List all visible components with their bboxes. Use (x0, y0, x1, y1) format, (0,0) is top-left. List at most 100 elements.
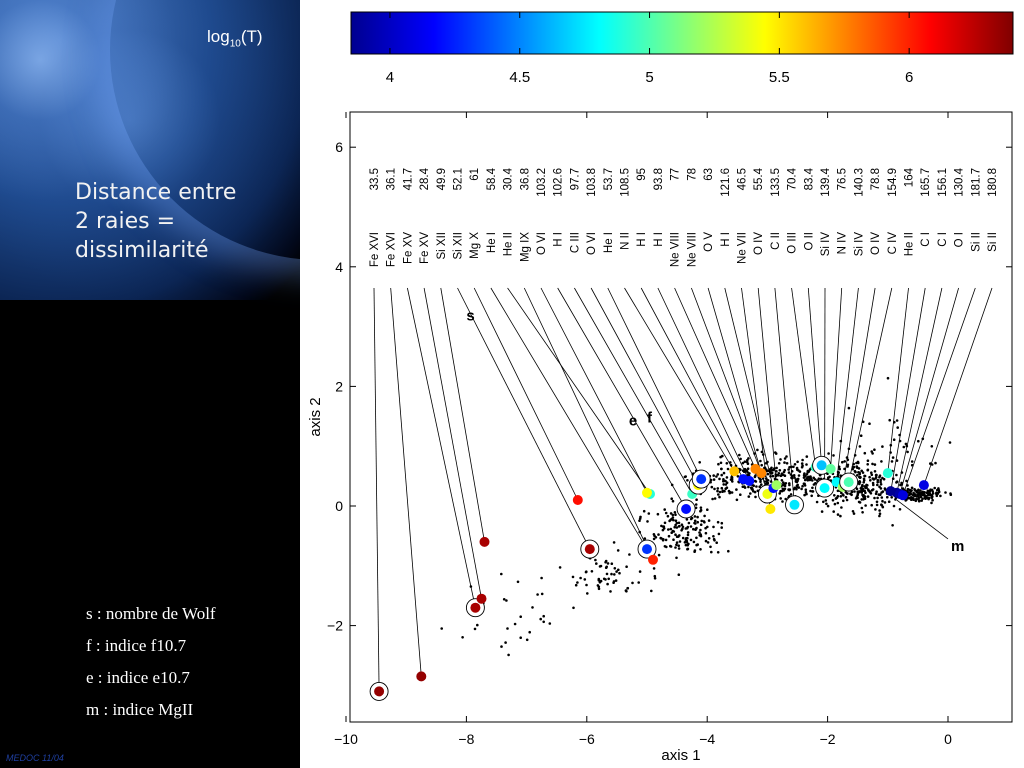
scatter-point (730, 476, 734, 479)
wavelength-label: 33.5 (369, 168, 381, 190)
scatter-point (840, 506, 843, 509)
scatter-point (720, 486, 724, 490)
wavelength-label: 30.4 (503, 167, 515, 190)
scatter-point (506, 627, 509, 630)
wavelength-label: 76.5 (837, 168, 849, 190)
scatter-point (800, 462, 804, 465)
scatter-point (783, 487, 787, 491)
ion-label: Fe XVI (369, 232, 381, 267)
scatter-point (631, 581, 634, 585)
scatter-point (516, 580, 520, 584)
scatter-point (638, 519, 641, 522)
line-marker (648, 554, 658, 565)
line-marker (756, 468, 767, 479)
scatter-point (699, 534, 703, 538)
scatter-point (770, 472, 773, 475)
scatter-point (841, 460, 844, 464)
scatter-point (931, 490, 934, 493)
scatter-point (919, 495, 922, 498)
ion-label: H I (553, 232, 565, 247)
ion-label: H I (636, 232, 648, 247)
scatter-point (936, 488, 939, 492)
scatter-point (528, 630, 531, 634)
scatter-point (931, 492, 935, 495)
leader-line (423, 287, 482, 599)
wavelength-label: 93.8 (653, 168, 665, 190)
scatter-point (752, 484, 755, 488)
scatter-point (628, 553, 631, 556)
leader-line (473, 287, 579, 501)
scatter-point (766, 472, 770, 476)
scatter-point (720, 467, 723, 471)
scatter-point (731, 480, 734, 483)
scatter-point (853, 490, 856, 493)
scatter-point (718, 495, 721, 499)
scatter-point (787, 468, 790, 471)
scatter-point (871, 452, 874, 455)
scatter-point (898, 508, 902, 511)
scatter-point (660, 537, 663, 540)
line-marker (416, 671, 427, 682)
scatter-point (860, 498, 863, 501)
scatter-point (895, 473, 898, 477)
leader-line (691, 287, 762, 474)
scatter-point (724, 487, 727, 491)
scatter-point (716, 487, 720, 490)
scatter-point (505, 599, 508, 602)
scatter-point (664, 511, 668, 515)
scatter-point (678, 540, 682, 543)
colorbar-tick-label: 6 (905, 69, 913, 86)
scatter-point (776, 474, 780, 477)
scatter-point (590, 570, 594, 573)
ion-label: O III (787, 232, 799, 254)
scatter-point (743, 460, 747, 464)
leader-line (657, 287, 750, 482)
scatter-point (656, 512, 660, 516)
scatter-point (663, 521, 667, 525)
leader-line (902, 287, 976, 496)
ion-label: C II (770, 232, 782, 250)
scatter-point (805, 492, 808, 496)
x-tick-label: −10 (334, 731, 358, 747)
scatter-point (713, 497, 717, 500)
scatter-point (809, 475, 812, 479)
scatter-point (536, 593, 539, 596)
scatter-point (598, 565, 602, 568)
scatter-point (652, 533, 656, 536)
scatter-point (784, 497, 787, 501)
scatter-point (689, 538, 693, 542)
scatter-point (473, 627, 477, 631)
wavelength-label: 121.6 (720, 168, 732, 197)
scatter-point (803, 478, 807, 482)
leader-line (896, 287, 943, 493)
scatter-point (606, 562, 610, 565)
scatter-point (881, 476, 884, 480)
ion-label: Si II (987, 232, 999, 252)
scatter-point (548, 622, 552, 625)
ion-label: Fe XV (419, 232, 431, 264)
scatter-point (866, 459, 870, 463)
wavelength-label: 28.4 (419, 167, 431, 190)
scatter-point (711, 497, 714, 501)
x-tick-label: −6 (579, 731, 595, 747)
scatter-point (699, 548, 702, 551)
wavelength-label: 140.3 (853, 168, 865, 197)
scatter-point (771, 468, 774, 472)
line-marker (729, 466, 740, 477)
scatter-point (735, 488, 738, 491)
wavelength-label: 46.5 (737, 168, 749, 190)
scatter-point (923, 491, 926, 494)
scatter-point (879, 478, 882, 482)
scatter-point (681, 525, 685, 529)
scatter-point (855, 461, 858, 465)
scatter-point (868, 475, 871, 479)
leader-line (774, 287, 795, 505)
scatter-point (863, 451, 867, 455)
scatter-point (860, 506, 864, 510)
scatter-point (871, 462, 874, 466)
scatter-point (745, 460, 749, 464)
scatter-point (692, 540, 696, 544)
ion-label: Fe XVI (386, 232, 398, 267)
scatter-point (845, 498, 849, 502)
scatter-point (586, 592, 589, 595)
